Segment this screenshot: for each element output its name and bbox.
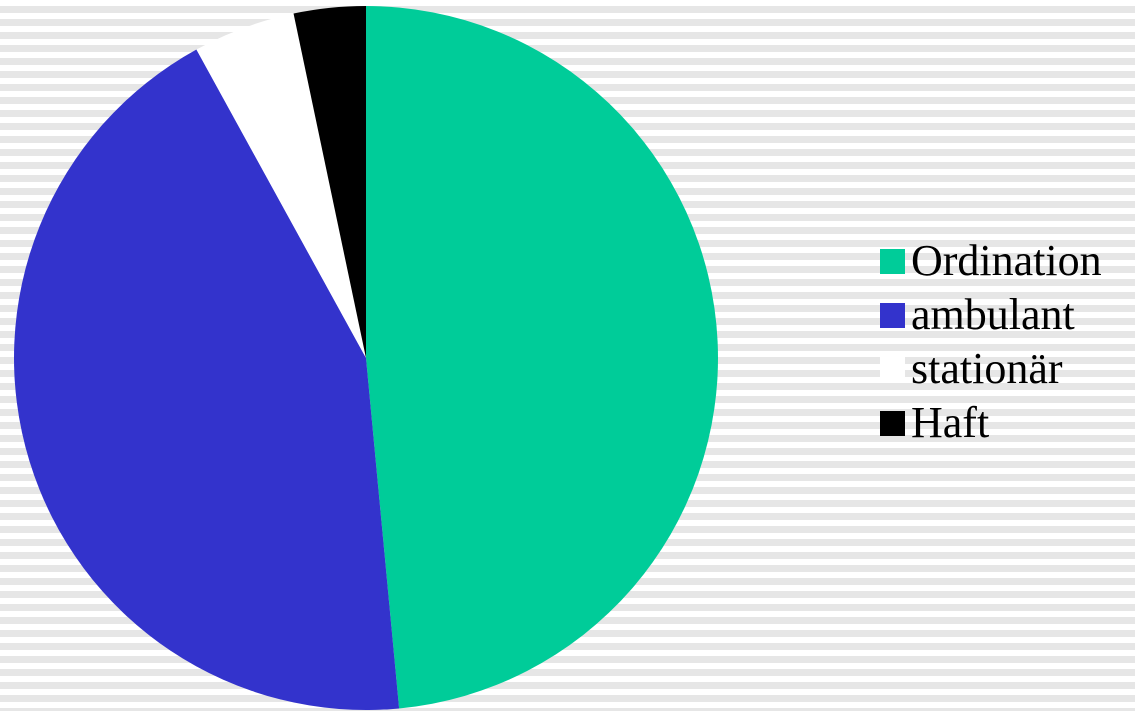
- legend-item-stationaer: stationär: [880, 342, 1135, 396]
- legend-swatch-stationaer: [880, 356, 905, 382]
- legend-item-haft: Haft: [880, 396, 1135, 450]
- legend-swatch-ambulant: [880, 302, 905, 328]
- legend-label-ambulant: ambulant: [911, 290, 1075, 339]
- pie-slice-stationaer: [196, 13, 366, 359]
- legend-label-ordination: Ordination: [911, 236, 1102, 285]
- pie-slice-haft: [293, 6, 366, 358]
- legend-swatch-haft: [880, 410, 905, 436]
- pie-slice-ordination: [366, 5, 719, 709]
- legend-item-ordination: Ordination: [880, 234, 1135, 288]
- chart-legend: Ordination ambulant stationär Haft: [880, 234, 1135, 450]
- legend-label-stationaer: stationär: [911, 344, 1063, 393]
- legend-item-ambulant: ambulant: [880, 288, 1135, 342]
- legend-swatch-ordination: [880, 248, 905, 274]
- pie-slice-ambulant: [13, 49, 400, 711]
- legend-label-haft: Haft: [911, 398, 990, 447]
